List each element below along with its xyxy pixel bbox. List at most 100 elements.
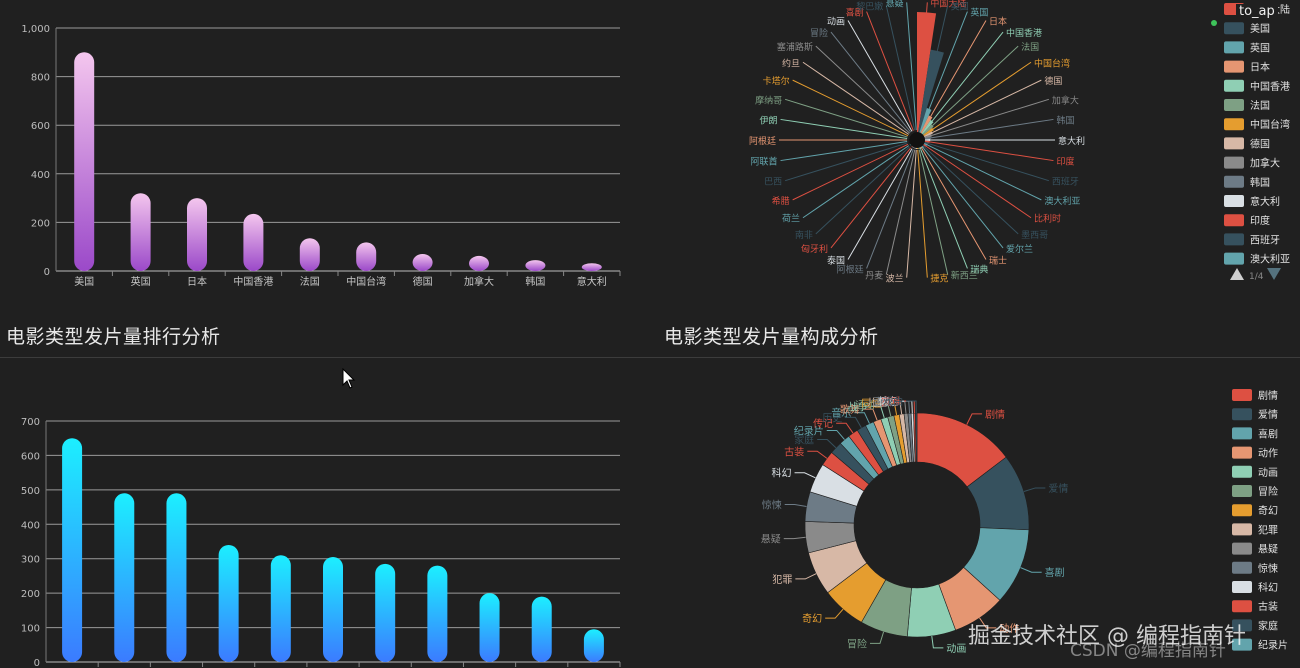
legend-swatch: [1224, 233, 1244, 246]
x-tick-label: 法国: [300, 275, 320, 288]
bar-美国: [74, 52, 95, 271]
rose-leader: [847, 20, 913, 132]
donut-label: 歌舞: [840, 403, 860, 416]
rose-label: 塞浦路斯: [777, 41, 813, 53]
donut-leader: [906, 400, 917, 414]
donut-leader: [836, 422, 854, 434]
donut-leader: [890, 401, 903, 415]
bar-奇幻: [375, 563, 396, 662]
donut-leader: [826, 429, 845, 440]
y-tick-label: 600: [31, 121, 50, 132]
legend-prev-icon: [1230, 268, 1244, 280]
x-tick-label: 加拿大: [464, 275, 494, 288]
donut-label: 剧情: [985, 408, 1005, 421]
donut-leader: [784, 504, 807, 507]
genre-share-title: 电影类型发片量构成分析: [664, 326, 879, 348]
rose-leader: [936, 5, 949, 52]
rose-leader: [927, 144, 1042, 201]
rose-center: [909, 132, 925, 148]
y-tick-label: 500: [21, 486, 40, 497]
legend-swatch: [1232, 389, 1252, 401]
rose-leader: [928, 143, 1050, 182]
legend-swatch: [1224, 99, 1244, 111]
rose-leader: [830, 31, 912, 133]
rose-leader: [932, 61, 1032, 130]
legend-page: 1/4: [1249, 272, 1264, 282]
rose-label: 悬疑: [886, 0, 904, 9]
legend-label: 奇幻: [1258, 504, 1278, 517]
rose-leader: [906, 2, 917, 131]
bar-悬疑: [479, 593, 500, 662]
legend-label: 冒险: [1258, 485, 1278, 498]
legend-label: 韩国: [1250, 176, 1270, 189]
donut-label: 奇幻: [802, 612, 822, 625]
rose-leader: [784, 142, 908, 182]
rose-label: 动画: [827, 16, 845, 27]
rose-label: 新西兰: [951, 270, 978, 282]
rose-leader: [925, 145, 1032, 219]
rose-label: 英国: [970, 7, 988, 19]
legend-label: 印度: [1250, 214, 1270, 227]
legend-label: 惊悚: [1258, 562, 1278, 575]
donut-leader: [817, 439, 837, 449]
legend-label: 动作: [1258, 448, 1278, 460]
legend-swatch: [1224, 41, 1244, 54]
rose-label: 中国大陆: [930, 0, 966, 9]
x-tick-label: 德国: [413, 275, 433, 288]
x-tick-label: 意大利: [577, 275, 607, 288]
donut-leader: [845, 416, 862, 429]
rose-leader: [792, 143, 909, 201]
x-tick-label: 中国台湾: [346, 275, 386, 288]
rose-leader: [931, 31, 1004, 122]
rose-leader: [918, 149, 949, 275]
bar-中国香港: [243, 213, 264, 271]
y-tick-label: 200: [31, 218, 50, 229]
rose-label: 巴西: [764, 177, 782, 188]
bar-韩国: [525, 260, 546, 271]
legend-label: 动画: [1258, 467, 1278, 479]
legend-label: 家庭: [1258, 619, 1278, 632]
corner-tag: to_ap: [1236, 4, 1278, 19]
legend-swatch: [1232, 465, 1252, 478]
legend-label: 悬疑: [1258, 544, 1278, 556]
legend-label: 英国: [1250, 41, 1270, 54]
rose-label: 卡塔尔: [763, 75, 790, 87]
donut-leader: [877, 403, 892, 417]
rose-leader: [923, 147, 1004, 249]
donut-label: 悬疑: [761, 534, 781, 546]
legend-swatch: [1224, 175, 1244, 188]
y-tick-label: 600: [21, 451, 40, 462]
watermark: 掘金技术社区 @ 编程指南针: [968, 624, 1246, 649]
rose-label: 加拿大: [1052, 94, 1079, 106]
rose-leader: [885, 149, 916, 275]
donut-label: 儿童: [867, 396, 887, 409]
rose-label: 阿根廷: [749, 135, 776, 147]
donut-leader: [783, 536, 806, 540]
donut-leader: [795, 573, 817, 580]
y-tick-label: 200: [21, 589, 40, 600]
rose-label: 瑞典: [970, 263, 988, 275]
legend-swatch: [1232, 485, 1252, 497]
legend-swatch: [1232, 619, 1252, 632]
rose-label: 丹麦: [865, 270, 883, 282]
y-tick-label: 100: [21, 624, 40, 635]
rose-label: 中国台湾: [1034, 57, 1070, 69]
x-tick-label: 中国香港: [233, 275, 273, 288]
legend-swatch: [1232, 638, 1252, 651]
rose-leader: [830, 147, 912, 249]
rose-label: 冒险: [810, 27, 828, 39]
rose-label: 希腊: [772, 195, 790, 207]
rose-label: 阿联酋: [751, 156, 778, 168]
rose-leader: [866, 149, 914, 269]
rose-label: 法国: [1021, 41, 1039, 53]
legend-swatch: [1224, 118, 1244, 131]
bar-惊悚: [531, 596, 552, 662]
donut-label: 戏曲: [883, 396, 903, 408]
y-tick-label: 1,000: [21, 24, 50, 35]
bar-日本: [187, 198, 207, 271]
rose-leader: [802, 61, 910, 135]
rose-label: 匈牙利: [801, 243, 828, 255]
legend-next-icon: [1267, 268, 1281, 280]
y-tick-label: 400: [21, 520, 40, 531]
rose-leader: [921, 148, 987, 260]
